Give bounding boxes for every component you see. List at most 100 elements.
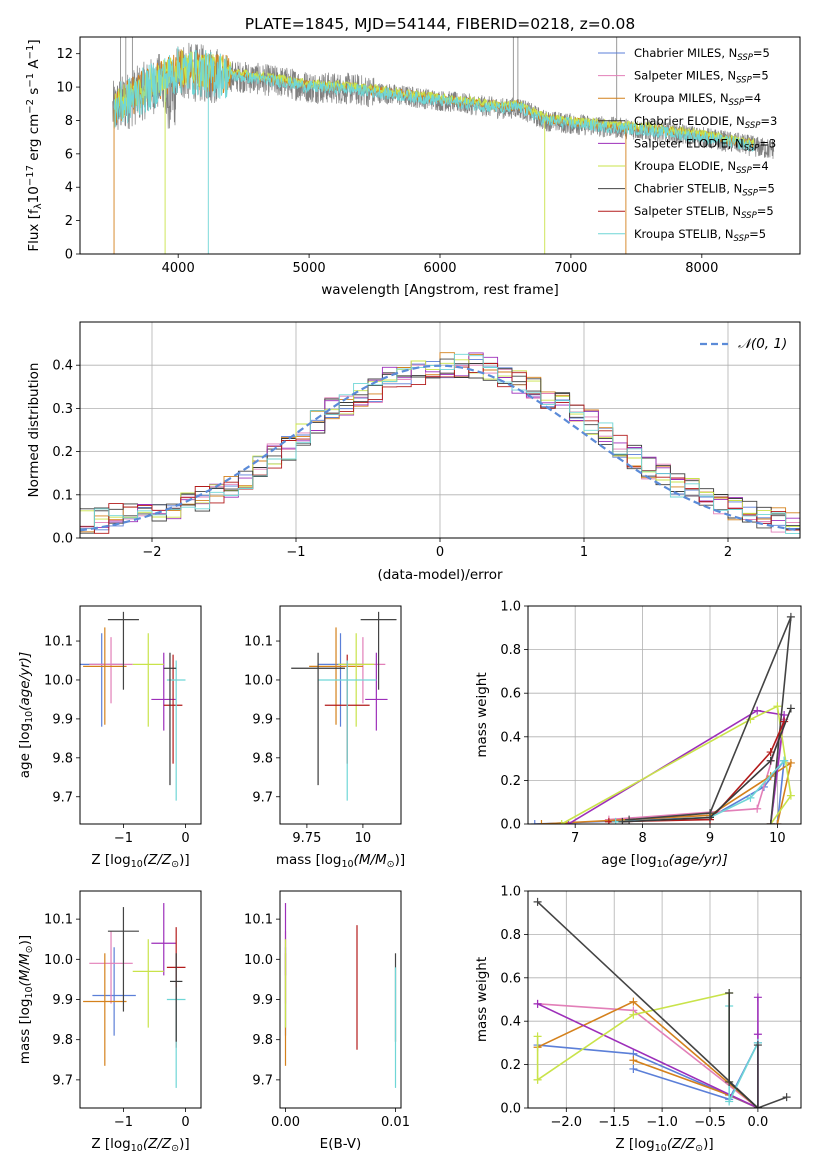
weight-point [725,988,734,997]
label-part: λ [33,203,44,209]
label-part: Salpeter MILES, N [634,69,736,83]
y-tick-label: 9.9 [252,993,273,1008]
label-part: SSP [737,53,753,63]
y-tick-label: 10.1 [44,913,73,928]
y-tick-label: 0.2 [500,774,521,789]
y-tick-label: 9.9 [52,993,73,1008]
label-part: (Z/Z [667,1136,696,1152]
y-tick-label: 9.8 [52,751,73,766]
label-part: Salpeter ELODIE, N [634,136,744,150]
y-tick-label: 9.9 [52,712,73,727]
figure-title: PLATE=1845, MJD=54144, FIBERID=0218, z=0… [245,15,635,33]
legend-entry: Chabrier MILES, NSSP=5 [634,46,770,63]
histogram-x-label: (data-model)/error [377,567,503,583]
y-tick-label: 10.0 [244,673,273,688]
plot-area [80,322,800,539]
y-tick-label: 9.9 [252,712,273,727]
x-tick-label: −1.5 [598,1115,630,1130]
weight-point [629,1064,638,1073]
label-part: (M/M [354,852,387,868]
y-tick-label: 0.8 [500,643,521,658]
y-tick-label: 10 [56,81,73,96]
marks [284,903,397,1088]
label-part: A [26,59,42,73]
weight-line [567,709,785,824]
y-tick-label: 10.0 [44,673,73,688]
y-tick-label: 10.0 [244,953,273,968]
y-tick-label: 0 [65,248,73,263]
legend-entry: Chabrier ELODIE, NSSP=3 [634,114,777,131]
weight-point [537,820,546,824]
label-part: SSP [745,121,761,131]
weight-point [533,999,542,1008]
label-part: =5 [753,46,770,60]
x-axis-label: Z [log10(Z/Z⊙)] [615,1136,713,1154]
label-part: Chabrier STELIB, N [634,182,742,196]
weight-point [786,612,795,621]
weight-point [753,804,762,813]
weight-line [633,1059,759,1108]
y-axis-label: mass weight [474,672,490,757]
y-tick-label: 0.8 [500,928,521,943]
histogram-step [80,363,800,534]
y-tick-label: 12 [56,47,73,62]
weight-point [766,756,775,765]
label-part: SSP [736,166,752,176]
x-tick-label: −1 [114,831,133,846]
x-tick-label: 10 [769,831,786,846]
y-tick-label: 0.2 [500,1058,521,1073]
x-tick-label: 9.75 [292,831,321,846]
label-part: (M/M [17,953,33,986]
x-tick-label: −2.0 [551,1115,583,1130]
label-part: SSP [734,234,750,244]
y-tick-label: 6 [65,147,73,162]
x-axis-label: E(B-V) [320,1136,362,1152]
axes-frame [279,605,402,825]
y-tick-label: 0.2 [52,445,73,460]
label-part: Z [log [91,852,130,868]
weight-point [611,817,620,824]
x-axis-label: mass [log10(M/M⊙)] [276,852,405,870]
marks [533,897,791,1108]
label-part: Kroupa ELODIE, N [634,159,736,173]
spectrum-y-label: Flux [fλ10−17 erg cm−2 s−1 A−1] [25,39,44,251]
label-part: )] [703,1136,714,1152]
weight-point [786,758,795,767]
label-part: =5 [758,182,775,196]
x-tick-label: 6000 [423,261,456,276]
histogram-y-label: Normed distribution [26,363,42,498]
x-tick-label: 0.01 [381,1115,410,1130]
plot-area [83,903,186,1088]
legend-entry: 𝒩(0, 1) [738,336,787,352]
x-tick-label: 5000 [293,261,326,276]
residual-histogram-panel: −2 −1 0 1 2 0.0 0.1 0.2 0.3 0.4 𝒩(0, 1) (data-model… [26,321,801,583]
y-tick-label: 8 [65,114,73,129]
legend-entry: Kroupa STELIB, NSSP=5 [634,227,766,244]
weight-point [564,820,573,824]
label-part: )] [179,852,190,868]
label-part: mass [log [276,852,342,868]
x-tick-label: 4000 [162,261,195,276]
label-part: age [log [17,723,33,778]
y-tick-label: 9.7 [52,790,73,805]
weight-point [746,793,755,802]
label-part: −1 [25,45,36,60]
x-tick-label: 0 [436,545,444,560]
plot-area [528,890,801,1109]
label-part: s [26,88,42,99]
label-part: )] [179,1136,190,1152]
axes-frame [79,36,801,255]
label-part: =5 [752,69,769,83]
x-tick-label: −1 [286,545,305,560]
marks [112,37,775,254]
label-part: =4 [744,91,761,105]
legend-entry: Salpeter STELIB, NSSP=5 [634,204,774,221]
weight-point [753,993,762,1002]
label-part: )] [395,852,406,868]
x-axis-label: Z [log10(Z/Z⊙)] [91,1136,189,1154]
histogram-step [80,353,800,534]
y-tick-label: 0.0 [52,532,73,547]
label-part: 10 [131,859,143,870]
